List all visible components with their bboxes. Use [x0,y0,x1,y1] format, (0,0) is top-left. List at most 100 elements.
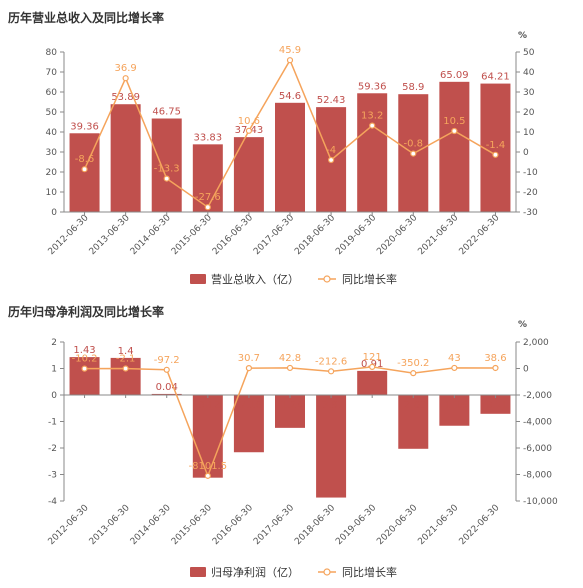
bar-data-label: 33.83 [193,132,222,143]
growth-data-label: -212.6 [315,356,347,367]
y-left-tick-label: 30 [46,148,58,158]
bar [439,81,470,212]
growth-data-label: -8101.5 [189,461,228,472]
x-tick-label: 2020-06-30 [375,213,419,257]
growth-data-label: 38.6 [484,353,506,364]
x-tick-label: 2012-06-30 [47,503,91,547]
y-right-tick-label: -20 [523,188,538,198]
bar-data-label: 58.9 [402,82,424,93]
growth-data-label: -27.6 [195,192,221,203]
y-left-tick-label: 10 [46,188,58,198]
revenue-chart: 0 10 20 30 40 50 60 70 80 -30 -20 -10 0 10 20 30 40 50% 20… [46,31,538,286]
y-left-tick-label: 20 [46,168,58,178]
y-left-tick-label: 0 [51,208,57,218]
y-right-tick-label: -4,000 [523,418,552,428]
growth-data-label: 36.9 [115,63,137,74]
growth-point [410,370,417,377]
x-tick-label: 2016-06-30 [211,213,255,257]
bar [480,83,511,212]
y-right-tick-label: 0 [523,365,529,375]
growth-data-label: 10.6 [238,116,260,127]
growth-data-label: 45.9 [279,45,301,56]
growth-data-label: -8.6 [75,154,95,165]
growth-point [327,156,335,164]
growth-data-label: 43 [448,353,461,364]
growth-point [369,363,376,370]
y-left-tick-label: -1 [48,418,57,428]
y-right-unit-label: % [518,31,527,41]
legend-line-label: 同比增长率 [342,272,397,286]
legend-bar-label: 营业总收入（亿） [211,272,299,286]
y-left-tick-label: 0 [51,391,57,401]
bar-data-label: 65.09 [440,70,469,81]
growth-data-label: 30.7 [238,353,260,364]
y-right-tick-label: 2,000 [523,338,549,348]
bar-data-label: -1.24 [277,400,303,411]
growth-point [327,368,335,375]
y-right-tick-label: 20 [523,108,535,118]
x-tick-label: 2014-06-30 [129,503,173,547]
bar [275,395,305,428]
bar-data-label: -1.16 [441,400,467,411]
x-tick-label: 2022-06-30 [458,503,502,547]
y-right-tick-label: -30 [523,208,538,218]
bar [316,395,347,498]
bar-data-label: 52.43 [317,95,346,106]
x-tick-label: 2013-06-30 [88,503,132,547]
x-tick-label: 2020-06-30 [375,503,419,547]
growth-point [286,364,294,372]
growth-data-label: -4 [326,145,336,156]
bar-data-label: 46.75 [152,107,181,118]
x-tick-label: 2019-06-30 [334,213,378,257]
bar [357,370,388,395]
growth-data-label: 10.5 [443,116,465,127]
bar [151,118,182,212]
growth-data-label: -13.3 [154,164,180,175]
bar-data-label: 1.43 [73,345,95,356]
growth-data-label: 121 [363,352,382,363]
bar [110,357,141,395]
bar [275,102,305,212]
growth-point [204,204,211,211]
legend-line-marker [323,275,331,283]
x-tick-label: 2017-06-30 [252,503,296,547]
y-left-tick-label: 80 [46,48,58,58]
growth-data-label: -0.8 [404,139,424,150]
growth-point [122,75,129,82]
y-right-tick-label: 10 [523,128,535,138]
y-right-tick-label: -2,000 [523,391,552,401]
growth-point [451,127,458,135]
bar-data-label: -2.03 [400,400,426,411]
y-right-tick-label: 30 [523,88,535,98]
y-left-tick-label: -4 [48,497,57,507]
growth-data-label: 42.8 [279,353,301,364]
bar-data-label: 64.21 [481,72,510,83]
x-tick-label: 2015-06-30 [170,503,214,547]
bar [110,104,141,212]
bar-data-label: -0.71 [483,400,509,411]
y-right-tick-label: 40 [523,68,535,78]
chart-2-title: 历年归母净利润及同比增长率 [8,305,165,319]
y-left-tick-label: 60 [46,88,58,98]
bar [69,357,100,395]
bar-data-label: 1.4 [118,346,134,357]
x-tick-label: 2021-06-30 [416,213,460,257]
y-left-tick-label: 50 [46,108,58,118]
bar-data-label: -3.12 [195,400,221,411]
bar-data-label: 39.36 [70,121,99,132]
y-left-tick-label: -3 [48,471,57,481]
bar [398,395,429,449]
y-left-tick-label: 2 [51,338,57,348]
y-right-tick-label: 50 [523,48,535,58]
x-tick-label: 2014-06-30 [129,213,173,257]
growth-point [122,365,129,372]
x-tick-label: 2015-06-30 [170,213,214,257]
growth-point [369,122,376,129]
growth-point [492,364,499,372]
bar-data-label: -3.87 [318,400,344,411]
bar [233,395,264,453]
x-tick-label: 2019-06-30 [334,503,378,547]
y-right-unit-label: % [518,320,527,330]
y-right-tick-label: -10,000 [523,497,558,507]
growth-data-label: -1.4 [486,140,506,151]
